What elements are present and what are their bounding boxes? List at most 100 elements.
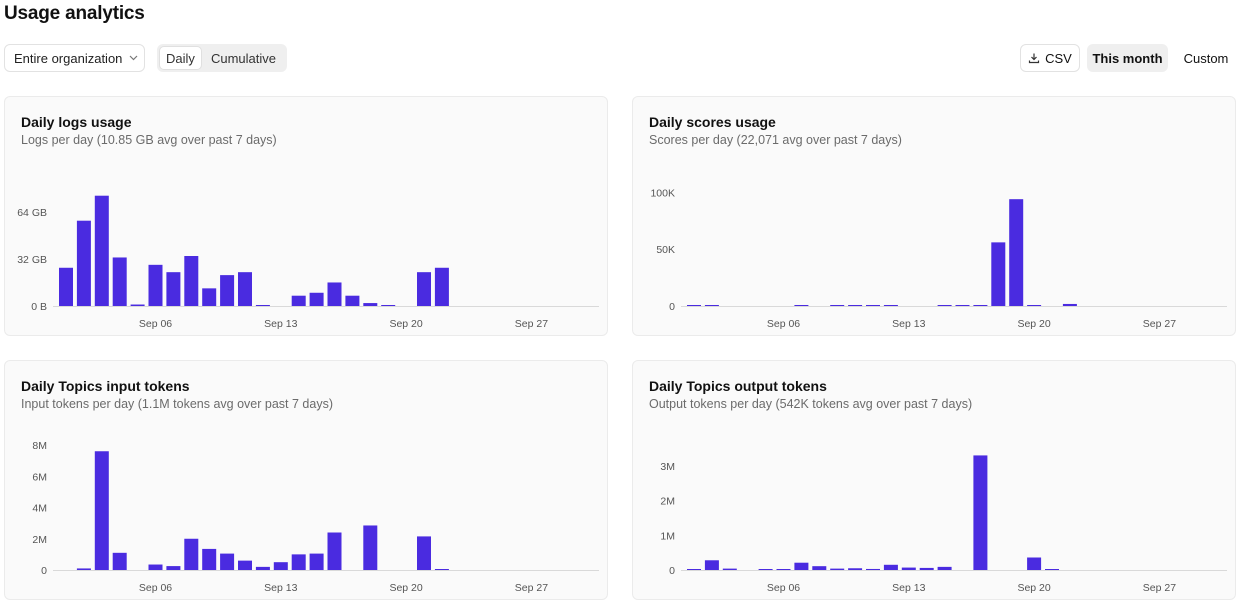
chart-title: Daily logs usage [21,114,132,130]
bar-sep-17[interactable] [973,305,988,306]
bar-sep-20[interactable] [1027,557,1042,571]
output-tokens-card: Daily Topics output tokens Output tokens… [632,360,1236,600]
bar-sep-02[interactable] [704,305,719,306]
bar-sep-06[interactable] [148,264,163,306]
bar-sep-11[interactable] [866,305,880,306]
bar-sep-09[interactable] [830,305,845,306]
bar-sep-11[interactable] [866,568,880,570]
y-tick-label: 64 GB [17,207,47,219]
bar-sep-15[interactable] [309,292,324,306]
bar-sep-02[interactable] [704,560,719,570]
bar-sep-18[interactable] [991,242,1006,306]
bar-sep-12[interactable] [255,566,270,570]
input-tokens-chart: 0 2M 4M 6M 8M Sep 06 Sep 13 Sep 20 Sep 27 [32,440,599,594]
bar-sep-17[interactable] [973,455,988,570]
bar-sep-03[interactable] [94,451,109,570]
x-tick-label: Sep 13 [264,582,297,594]
bar-sep-21[interactable] [417,272,431,306]
bar-sep-03[interactable] [94,195,109,306]
bar-sep-22[interactable] [434,267,449,306]
y-tick-label: 1M [660,530,675,542]
bar-sep-16[interactable] [327,532,342,571]
bar-sep-09[interactable] [202,548,217,570]
chart-subtitle: Logs per day (10.85 GB avg over past 7 d… [21,133,277,147]
y-tick-label: 4M [32,503,47,515]
bar-sep-16[interactable] [955,305,970,306]
daily-button[interactable]: Daily [159,46,202,70]
bar-sep-17[interactable] [345,295,360,306]
bar-sep-06[interactable] [148,564,163,570]
y-tick-label: 0 [669,301,675,313]
y-tick-label: 2M [32,534,47,546]
bar-sep-20[interactable] [1027,305,1042,306]
bar-sep-08[interactable] [184,538,199,570]
csv-download-button[interactable]: CSV [1020,44,1080,72]
bar-sep-07[interactable] [794,562,809,570]
y-tick-label: 8M [32,440,47,452]
y-tick-label: 0 B [31,301,47,313]
custom-range-button[interactable]: Custom [1183,50,1229,66]
bar-sep-18[interactable] [363,303,378,306]
bar-sep-02[interactable] [76,568,91,570]
bar-sep-06[interactable] [776,569,791,570]
this-month-button[interactable]: This month [1087,44,1168,72]
bar-sep-05[interactable] [758,569,773,570]
bar-sep-07[interactable] [794,305,809,306]
bar-sep-16[interactable] [327,282,342,306]
bar-sep-14[interactable] [919,567,934,570]
bar-sep-15[interactable] [309,553,324,570]
bar-sep-01[interactable] [687,569,701,570]
bar-sep-15[interactable] [937,566,952,570]
bar-sep-13[interactable] [901,567,916,570]
x-tick-label: Sep 06 [767,318,800,330]
bar-sep-01[interactable] [59,267,73,306]
bar-sep-07[interactable] [166,566,181,570]
bar-sep-18[interactable] [363,525,378,570]
bar-sep-14[interactable] [291,554,306,570]
bar-sep-19[interactable] [381,305,396,306]
bar-sep-10[interactable] [848,568,863,570]
bar-sep-11[interactable] [238,560,252,570]
chart-title: Daily scores usage [649,114,776,130]
bar-sep-13[interactable] [273,562,288,570]
x-tick-label: Sep 13 [264,318,297,330]
bar-sep-10[interactable] [220,275,235,306]
logs-usage-card: Daily logs usage Logs per day (10.85 GB … [4,96,608,336]
bar-sep-15[interactable] [937,305,952,306]
cumulative-button[interactable]: Cumulative [210,50,276,66]
bar-sep-08[interactable] [812,566,827,570]
organization-select-label: Entire organization [14,50,123,66]
bar-sep-09[interactable] [202,288,217,306]
bar-sep-10[interactable] [220,553,235,570]
scores-usage-chart: 0 50K 100K Sep 06 Sep 13 Sep 20 Sep 27 [650,187,1227,330]
y-tick-label: 32 GB [17,254,47,266]
bar-sep-02[interactable] [76,220,91,306]
bar-sep-08[interactable] [184,256,199,306]
bar-sep-07[interactable] [166,272,181,306]
bar-sep-12[interactable] [255,305,270,306]
bar-sep-10[interactable] [848,305,863,306]
page-title: Usage analytics [4,3,145,24]
bar-sep-05[interactable] [130,304,145,306]
bar-sep-22[interactable] [1062,303,1077,306]
view-mode-toggle: Daily Cumulative [157,44,287,72]
x-tick-label: Sep 13 [892,582,925,594]
chart-subtitle: Input tokens per day (1.1M tokens avg ov… [21,397,333,411]
bar-sep-12[interactable] [883,564,898,570]
bar-sep-14[interactable] [291,295,306,306]
organization-select[interactable]: Entire organization [4,44,145,72]
bar-sep-21[interactable] [417,536,431,570]
y-tick-label: 6M [32,471,47,483]
y-tick-label: 0 [669,565,675,577]
bar-sep-04[interactable] [112,552,127,570]
bar-sep-11[interactable] [238,272,252,306]
scores-usage-card: Daily scores usage Scores per day (22,07… [632,96,1236,336]
bar-sep-22[interactable] [434,569,449,570]
bar-sep-09[interactable] [830,568,845,570]
bar-sep-04[interactable] [112,257,127,306]
bar-sep-03[interactable] [722,568,737,570]
bar-sep-01[interactable] [687,305,701,306]
bar-sep-12[interactable] [883,305,898,306]
bar-sep-21[interactable] [1045,569,1059,570]
bar-sep-19[interactable] [1009,199,1024,306]
